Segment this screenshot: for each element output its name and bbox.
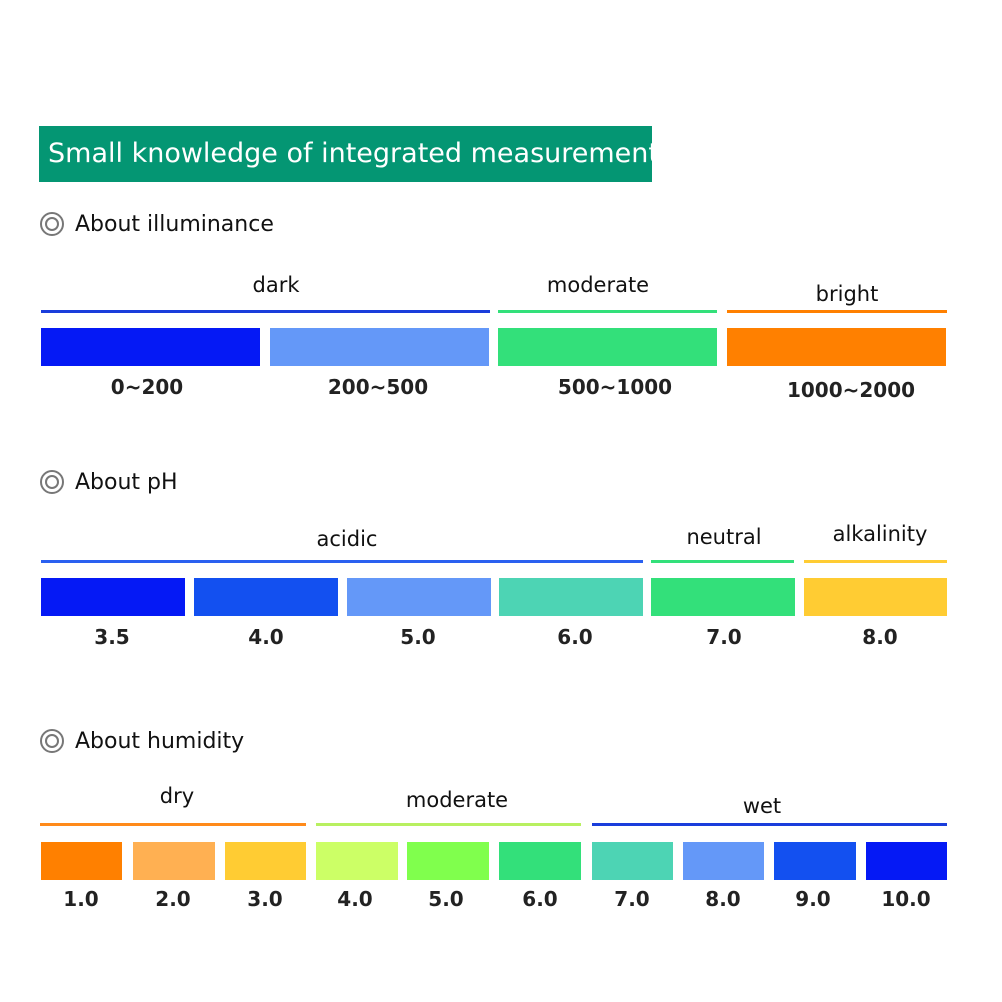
humidity-value: 10.0 [881,887,931,911]
humidity-value: 9.0 [795,887,831,911]
ph-value: 8.0 [862,625,898,649]
illuminance-line-bright [727,310,947,313]
ph-line-alkalinity [804,560,947,563]
humidity-swatch [41,842,122,880]
illuminance-heading-text: About illuminance [75,211,274,237]
humidity-value: 5.0 [428,887,464,911]
ph-value: 7.0 [706,625,742,649]
ph-swatch [499,578,643,616]
humidity-swatch [592,842,673,880]
page-title: Small knowledge of integrated measuremen… [39,126,659,182]
humidity-swatch [133,842,215,880]
illuminance-swatch [41,328,260,366]
humidity-line-wet [592,823,947,826]
humidity-category-moderate: moderate [405,788,509,812]
humidity-category-dry: dry [159,784,195,808]
humidity-line-moderate [316,823,581,826]
illuminance-category-moderate: moderate [546,273,650,297]
target-icon [40,729,64,753]
ph-category-acidic: acidic [316,527,378,551]
illuminance-value: 0~200 [110,375,184,399]
humidity-value: 7.0 [614,887,650,911]
illuminance-line-moderate [498,310,717,313]
ph-swatch [194,578,338,616]
ph-category-alkalinity: alkalinity [832,522,928,546]
humidity-swatch [866,842,947,880]
humidity-swatch [316,842,398,880]
humidity-swatch [499,842,581,880]
humidity-value: 2.0 [155,887,191,911]
illuminance-swatch [498,328,717,366]
humidity-value: 8.0 [705,887,741,911]
illuminance-swatch [270,328,489,366]
illuminance-value: 200~500 [327,375,429,399]
illuminance-category-bright: bright [815,282,879,306]
humidity-heading: About humidity [40,726,244,756]
humidity-line-dry [40,823,306,826]
ph-value: 6.0 [557,625,593,649]
ph-swatch [347,578,491,616]
illuminance-value: 1000~2000 [786,378,916,402]
illuminance-swatch [727,328,946,366]
humidity-value: 6.0 [522,887,558,911]
ph-value: 4.0 [248,625,284,649]
target-icon [40,470,64,494]
humidity-value: 1.0 [63,887,99,911]
humidity-value: 3.0 [247,887,283,911]
ph-heading-text: About pH [75,469,178,495]
ph-line-neutral [651,560,794,563]
humidity-swatch [774,842,856,880]
ph-swatch [651,578,795,616]
illuminance-category-dark: dark [252,273,300,297]
humidity-swatch [683,842,764,880]
ph-line-acidic [41,560,643,563]
humidity-category-wet: wet [742,794,782,818]
ph-category-neutral: neutral [686,525,762,549]
humidity-value: 4.0 [337,887,373,911]
illuminance-heading: About illuminance [40,209,274,239]
ph-value: 3.5 [94,625,130,649]
illuminance-value: 500~1000 [557,375,673,399]
ph-value: 5.0 [400,625,436,649]
ph-swatch [804,578,947,616]
illuminance-line-dark [41,310,490,313]
target-icon [40,212,64,236]
ph-swatch [41,578,185,616]
ph-heading: About pH [40,467,178,497]
humidity-swatch [407,842,489,880]
humidity-heading-text: About humidity [75,728,245,754]
humidity-swatch [225,842,306,880]
